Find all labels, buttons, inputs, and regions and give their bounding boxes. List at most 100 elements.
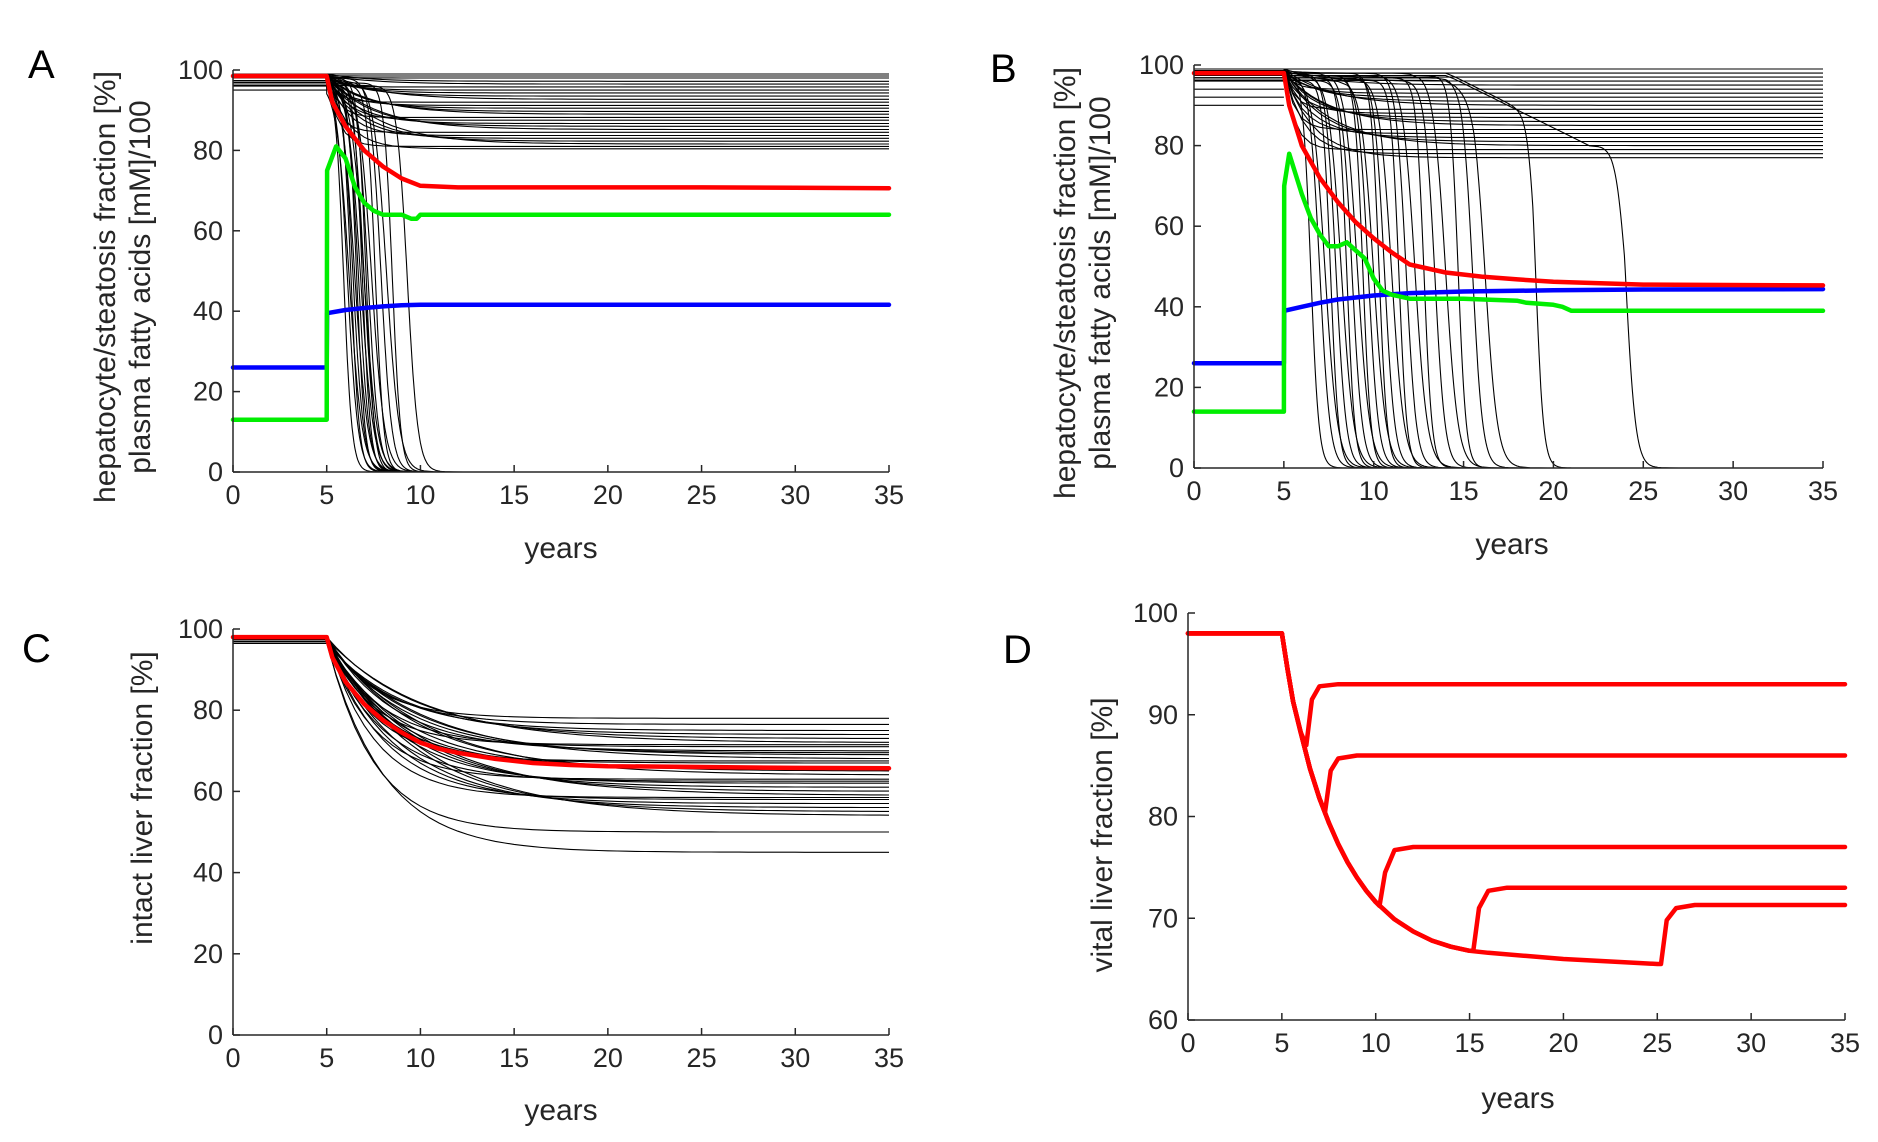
ensemble-line-b [1194, 74, 1818, 469]
ensemble-line-c [233, 642, 889, 782]
y-tick-label-a: 100 [178, 55, 223, 85]
ensemble-line-a [233, 73, 889, 100]
ensemble-line-a [233, 75, 889, 131]
x-axis-label-b: years [1475, 528, 1548, 561]
x-tick-label-d: 0 [1180, 1028, 1195, 1058]
plot-area-d: 0 5 10 15 20 25 30 35 60 70 80 90 100 [1133, 598, 1860, 1058]
x-tick-label-b: 35 [1808, 476, 1838, 506]
y-tick-label-b: 40 [1154, 292, 1184, 322]
y-tick-label-a: 40 [193, 296, 223, 326]
ensemble-line-b [1194, 77, 1814, 469]
y-axis-label-c: intact liver fraction [%] [126, 651, 159, 944]
ensemble-line-b [1194, 72, 1820, 469]
x-tick-label-a: 10 [405, 480, 435, 510]
x-tick-label-a: 15 [499, 480, 529, 510]
ensemble-line-b [1194, 72, 1822, 469]
ensemble-line-a [233, 73, 889, 118]
ensemble-line-b [1194, 77, 1818, 469]
ensemble-line-b [1194, 71, 1823, 114]
series-red-line-b [1191, 70, 1826, 288]
ensemble-line-a [233, 73, 889, 91]
ensemble-line-c [233, 638, 889, 743]
ensemble-line-b [1194, 79, 1818, 469]
ensemble-line-b [1194, 71, 1823, 102]
ensemble-line-b [1194, 79, 1820, 469]
ensemble-line-c [233, 642, 890, 796]
series-green-line-b [1191, 151, 1826, 414]
ensemble-line-a [233, 73, 889, 109]
ensemble-line-a [233, 79, 883, 473]
ensemble-line-b [1194, 79, 1822, 469]
x-tick-label-c: 15 [499, 1043, 529, 1073]
plot-area-a: 0 5 10 15 20 25 30 35 0 20 40 60 80 100 [178, 55, 904, 510]
ensemble-line-c [233, 636, 889, 812]
ensemble-line-c [233, 638, 890, 816]
ensemble-line-b [1194, 74, 1822, 469]
y-axis-label-a-line1: hepatocyte/steatosis fraction [%] [89, 71, 122, 503]
panel-letter-d: D [1003, 628, 1032, 672]
series-recovery-at-25-line-d [1185, 631, 1848, 967]
ensemble-line-b [1194, 77, 1820, 469]
ensemble-line-a [233, 75, 889, 121]
x-tick-label-d: 15 [1455, 1028, 1485, 1058]
x-tick-label-d: 5 [1274, 1028, 1289, 1058]
ensemble-line-c [233, 636, 889, 752]
ensemble-line-c [233, 642, 889, 853]
ensemble-line-c [233, 640, 889, 746]
panel-b: B 0 5 10 15 20 25 30 35 0 20 40 60 80 100 hepatocyte/… [990, 47, 1838, 561]
ensemble-line-c [233, 640, 889, 833]
x-tick-label-a: 30 [780, 480, 810, 510]
y-tick-label-b: 20 [1154, 372, 1184, 402]
ensemble-line-b [1194, 77, 1814, 469]
ensemble-line-a [233, 75, 889, 85]
ensemble-line-a [233, 79, 888, 473]
ensemble-line-b [1194, 68, 1823, 131]
x-tick-label-d: 35 [1830, 1028, 1860, 1058]
ensemble-line-b [1194, 72, 1816, 469]
panel-d: D 0 5 10 15 20 25 30 35 60 70 80 90 100 vital liver … [1003, 598, 1860, 1115]
y-tick-label-d: 60 [1148, 1005, 1178, 1035]
ensemble-line-c [233, 636, 889, 799]
ensemble-line-c [233, 642, 889, 760]
ensemble-line-a [233, 79, 884, 473]
panel-c: C 0 5 10 15 20 25 30 35 0 20 40 60 80 100 intact live… [22, 614, 904, 1127]
ensemble-line-b [1194, 72, 1815, 469]
x-tick-label-b: 0 [1186, 476, 1201, 506]
ensemble-line-c [233, 640, 889, 732]
y-axis-label-d: vital liver fraction [%] [1086, 697, 1119, 972]
x-tick-label-a: 5 [319, 480, 334, 510]
ensemble-line-b [1194, 72, 1814, 469]
y-tick-label-c: 80 [193, 695, 223, 725]
ensemble-line-a [233, 76, 889, 115]
x-tick-label-c: 35 [874, 1043, 904, 1073]
ensemble-line-b [1194, 68, 1823, 94]
ensemble-line-b [1194, 79, 1814, 469]
x-tick-label-c: 0 [225, 1043, 240, 1073]
y-tick-label-a: 20 [193, 377, 223, 407]
ensemble-line-b [1194, 70, 1823, 98]
x-axis-label-a: years [524, 532, 597, 565]
ensemble-line-c [233, 642, 889, 736]
ensemble-line-b [1194, 70, 1823, 122]
y-tick-label-b: 60 [1154, 211, 1184, 241]
ensemble-line-c [233, 642, 889, 809]
panel-a: A 0 5 10 15 20 25 30 35 0 20 40 60 80 100 hepatocyte/… [28, 43, 904, 565]
ensemble-line-a [233, 77, 882, 473]
series-red-line-c [230, 634, 892, 771]
y-tick-label-d: 90 [1148, 700, 1178, 730]
y-tick-label-d: 70 [1148, 903, 1178, 933]
x-tick-label-c: 5 [319, 1043, 334, 1073]
y-tick-label-b: 0 [1169, 453, 1184, 483]
ensemble-line-a [233, 76, 889, 88]
ensemble-line-a [233, 76, 889, 142]
y-tick-label-b: 80 [1154, 131, 1184, 161]
ensemble-line-c [233, 640, 889, 780]
ensemble-line-c [233, 642, 889, 748]
ensemble-line-a [233, 76, 889, 79]
ensemble-line-a [233, 76, 889, 97]
y-tick-label-a: 80 [193, 135, 223, 165]
ensemble-line-b [1194, 74, 1816, 469]
ensemble-line-b [1194, 70, 1823, 110]
ensemble-line-a [233, 75, 889, 94]
ensemble-line-b [1194, 72, 1814, 469]
